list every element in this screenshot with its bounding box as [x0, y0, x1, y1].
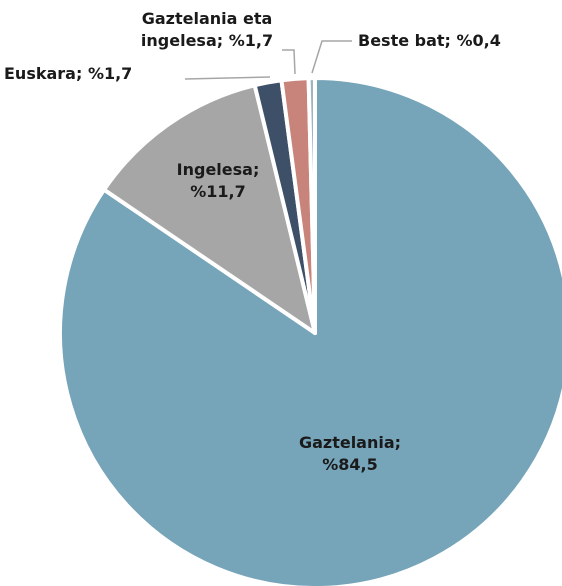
pie-slice-beste-bat — [306, 75, 317, 335]
slice-label-line: ingelesa; %1,7 — [141, 31, 273, 50]
slice-label-line: Euskara; %1,7 — [4, 64, 132, 83]
pie-slice-ingelesa — [102, 83, 317, 335]
slice-label-gaztelania: Gaztelania; %84,5 — [299, 433, 401, 474]
slice-label-line: Beste bat; %0,4 — [358, 31, 501, 50]
slice-label-line: Gaztelania; — [299, 433, 401, 452]
leader-line-euskara — [184, 76, 271, 80]
slice-label-gaztelania-eta-ingelesa: Gaztelania eta ingelesa; %1,7 — [141, 9, 273, 50]
slice-label-line: Gaztelania eta — [142, 9, 273, 28]
pie-slices — [58, 75, 562, 586]
slice-label-euskara: Euskara; %1,7 — [4, 64, 132, 83]
leader-line-beste-bat — [311, 40, 352, 74]
slice-label-ingelesa: Ingelesa; %11,7 — [177, 160, 260, 201]
slice-labels: Gaztelania; %84,5 Ingelesa; %11,7 Euskara; %… — [4, 9, 501, 474]
slice-label-line: %11,7 — [190, 182, 246, 201]
slice-label-beste-bat: Beste bat; %0,4 — [358, 31, 501, 50]
leader-line-gaztelania-eta-ingelesa — [282, 49, 296, 75]
leader-lines — [184, 40, 352, 80]
slice-label-line: Ingelesa; — [177, 160, 260, 179]
slice-label-line: %84,5 — [322, 455, 378, 474]
